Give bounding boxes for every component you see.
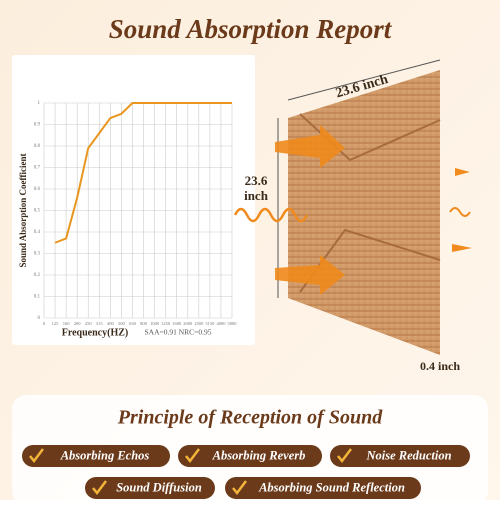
data-line bbox=[54, 102, 232, 244]
title: Sound Absorption Report bbox=[109, 14, 393, 44]
x-axis-label: Frequency(HZ) bbox=[62, 327, 128, 338]
height-label: 23.6 bbox=[245, 173, 268, 188]
check-icon bbox=[337, 448, 352, 464]
x-tick-label: 2500 bbox=[194, 321, 204, 326]
x-tick-label: 250 bbox=[85, 321, 93, 326]
x-tick-label: 0 bbox=[43, 321, 46, 326]
feature-label: Absorbing Reverb bbox=[212, 448, 306, 462]
feature-label: Absorbing Echos bbox=[60, 448, 150, 462]
y-tick-label: 0.4 bbox=[34, 230, 41, 235]
y-axis-label: Sound Absorption Coefficient bbox=[18, 153, 28, 267]
y-tick-label: 0.5 bbox=[34, 209, 41, 214]
x-tick-label: 2000 bbox=[183, 321, 193, 326]
chart-card bbox=[12, 55, 255, 345]
check-icon bbox=[185, 448, 200, 464]
x-tick-label: 315 bbox=[96, 321, 104, 326]
y-tick-label: 0.2 bbox=[34, 273, 41, 278]
chart-note: SAA=0.91 NRC=0.95 bbox=[144, 328, 211, 337]
y-tick-label: 1 bbox=[38, 101, 41, 106]
feature-pill bbox=[85, 477, 215, 499]
y-tick-label: 0.9 bbox=[34, 123, 41, 128]
check-icon bbox=[232, 480, 247, 496]
feature-pill bbox=[330, 445, 470, 467]
x-tick-label: 200 bbox=[74, 321, 82, 326]
y-tick-label: 0 bbox=[38, 316, 41, 321]
x-tick-label: 160 bbox=[63, 321, 71, 326]
x-tick-label: 5000 bbox=[228, 321, 238, 326]
feature-pill bbox=[22, 445, 170, 467]
x-tick-label: 3150 bbox=[205, 321, 215, 326]
principle-title: Principle of Reception of Sound bbox=[117, 407, 383, 429]
y-tick-label: 0.7 bbox=[34, 166, 41, 171]
x-tick-label: 1000 bbox=[150, 321, 160, 326]
y-tick-label: 0.6 bbox=[34, 187, 41, 192]
y-tick-label: 0.1 bbox=[34, 295, 41, 300]
x-tick-label: 800 bbox=[140, 321, 148, 326]
x-tick-label: 125 bbox=[52, 321, 60, 326]
x-tick-label: 4000 bbox=[216, 321, 226, 326]
x-tick-label: 400 bbox=[107, 321, 115, 326]
y-tick-label: 0.8 bbox=[34, 144, 41, 149]
feature-label: Sound Diffusion bbox=[116, 480, 202, 494]
check-icon bbox=[29, 448, 44, 464]
y-tick-label: 0.3 bbox=[34, 252, 41, 257]
x-tick-label: 1250 bbox=[161, 321, 171, 326]
x-tick-label: 500 bbox=[118, 321, 126, 326]
feature-pill bbox=[225, 477, 421, 499]
height-label: inch bbox=[244, 188, 269, 203]
feature-label: Absorbing Sound Reflection bbox=[258, 480, 405, 494]
feature-pill bbox=[178, 445, 322, 467]
panel-illustration bbox=[233, 59, 472, 355]
x-tick-label: 630 bbox=[129, 321, 137, 326]
check-icon bbox=[92, 480, 107, 496]
depth-label: 0.4 inch bbox=[420, 359, 460, 373]
feature-label: Noise Reduction bbox=[365, 448, 451, 462]
x-tick-label: 1600 bbox=[172, 321, 182, 326]
